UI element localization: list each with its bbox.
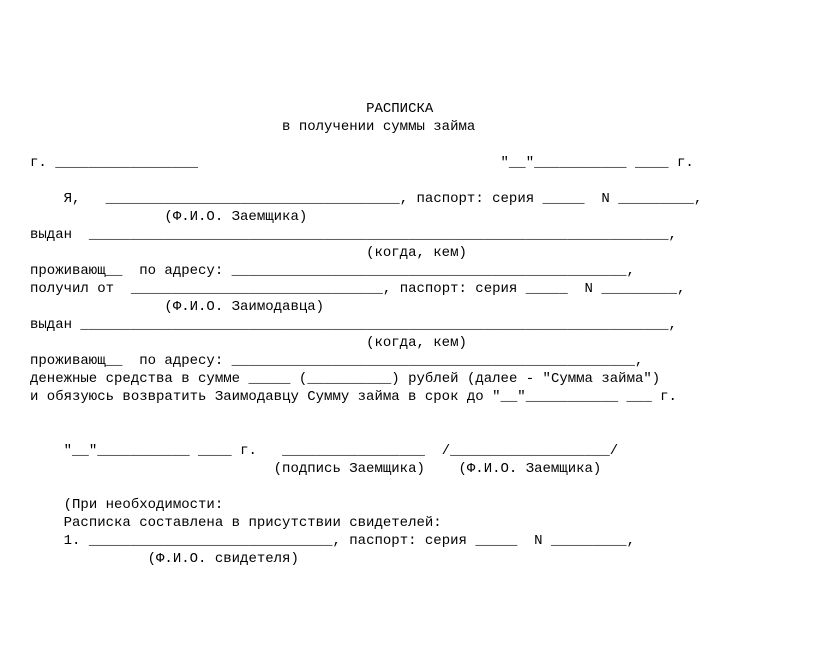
issued-blank[interactable]: ________________________________________… <box>89 227 669 243</box>
series-blank3[interactable]: _____ <box>475 533 517 549</box>
title-line1 <box>30 101 366 117</box>
date-month[interactable]: ___________ <box>534 155 626 171</box>
sign-date-day[interactable]: "__" <box>64 443 98 459</box>
series-blank2[interactable]: _____ <box>526 281 568 297</box>
sign-date-year[interactable]: ____ <box>198 443 232 459</box>
date-day[interactable]: "__" <box>501 155 535 171</box>
year-suffix2: г. <box>660 389 677 405</box>
witness-name-blank[interactable]: _____________________________ <box>89 533 333 549</box>
witness-num: 1. <box>64 533 81 549</box>
number-blank[interactable]: _________ <box>618 191 694 207</box>
money-rub: рублей <box>408 371 458 387</box>
passport-label3: паспорт: серия <box>349 533 467 549</box>
residing-label2: проживающ__ по адресу: <box>30 353 223 369</box>
issued-by-label: (когда, кем) <box>366 245 467 261</box>
issued-blank2[interactable]: ________________________________________… <box>80 317 668 333</box>
series-blank[interactable]: _____ <box>543 191 585 207</box>
issued-label: выдан <box>30 227 72 243</box>
borrower-sign-label: (подпись Заемщика) <box>274 461 425 477</box>
title-line2 <box>30 119 282 135</box>
due-month[interactable]: ___________ <box>526 389 618 405</box>
number-blank2[interactable]: _________ <box>601 281 677 297</box>
residing-label: проживающ__ по адресу: <box>30 263 223 279</box>
n-label2: N <box>585 281 593 297</box>
witness-fio-label: (Ф.И.О. свидетеля) <box>148 551 299 567</box>
passport-label2: паспорт: серия <box>400 281 518 297</box>
oblige-line: и обязуюсь возвратить Заимодавцу Сумму з… <box>30 389 484 405</box>
money-num-blank[interactable]: _____ <box>248 371 290 387</box>
sign-blank1[interactable]: _________________ <box>282 443 425 459</box>
city-blank[interactable]: _________________ <box>55 155 198 171</box>
borrower-fio-label: (Ф.И.О. Заемщика) <box>164 209 307 225</box>
money-prefix: денежные средства в сумме <box>30 371 240 387</box>
title2: в получении суммы займа <box>282 119 475 135</box>
date-year[interactable]: ____ <box>635 155 669 171</box>
money-suffix: (далее - "Сумма займа") <box>467 371 660 387</box>
received-from-label: получил от <box>30 281 114 297</box>
city-label: г. <box>30 155 47 171</box>
n-label: N <box>601 191 609 207</box>
sign-blank2[interactable]: ___________________ <box>450 443 610 459</box>
lender-name-blank[interactable]: ______________________________ <box>131 281 383 297</box>
borrower-fio-label2: (Ф.И.О. Заемщика) <box>458 461 601 477</box>
i-label: Я, <box>64 191 81 207</box>
due-day[interactable]: "__" <box>492 389 526 405</box>
sign-date-month[interactable]: ___________ <box>97 443 189 459</box>
money-words-blank[interactable]: (__________) <box>299 371 400 387</box>
title1: РАСПИСКА <box>366 101 433 117</box>
address-blank[interactable]: ________________________________________… <box>232 263 627 279</box>
year-suffix: г. <box>677 155 694 171</box>
borrower-name-blank[interactable]: ___________________________________ <box>106 191 400 207</box>
address-blank2[interactable]: ________________________________________… <box>232 353 635 369</box>
issued-label2: выдан <box>30 317 72 333</box>
issued-by-label2: (когда, кем) <box>366 335 467 351</box>
year-suffix3: г. <box>240 443 257 459</box>
n-label3: N <box>534 533 542 549</box>
lender-fio-label: (Ф.И.О. Заимодавца) <box>164 299 324 315</box>
witness-line: Расписка составлена в присутствии свидет… <box>64 515 442 531</box>
number-blank3[interactable]: _________ <box>551 533 627 549</box>
passport-label: паспорт: серия <box>417 191 535 207</box>
document-body: РАСПИСКА в получении суммы займа г. ____… <box>30 100 840 568</box>
witness-if-needed: (При необходимости: <box>64 497 224 513</box>
